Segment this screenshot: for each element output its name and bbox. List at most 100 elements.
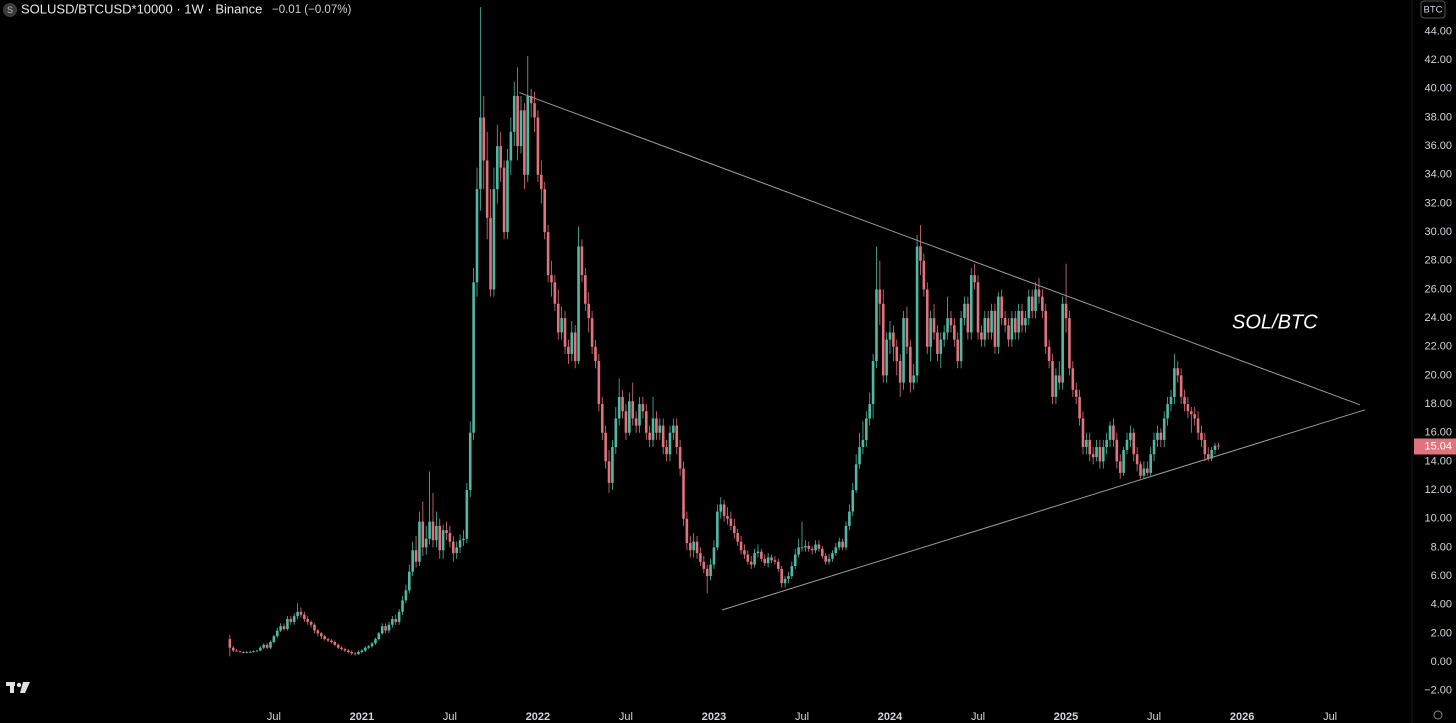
y-tick-label: 16.00 — [1424, 427, 1452, 439]
candle-body — [909, 346, 912, 383]
candle-body — [468, 432, 472, 491]
candle-body — [628, 401, 631, 433]
x-tick-label: Jul — [1147, 711, 1161, 723]
x-tick-label: 2023 — [702, 711, 726, 723]
candle-body — [228, 639, 232, 648]
candle-body — [892, 332, 895, 347]
candle-body — [529, 96, 533, 104]
candle-body — [810, 548, 814, 551]
candle-body — [363, 647, 367, 651]
candle-body — [841, 541, 844, 548]
candle-body — [292, 616, 296, 622]
candle-body — [804, 545, 807, 548]
candle-body — [590, 318, 594, 347]
candle-body — [377, 633, 381, 640]
candle-body — [844, 525, 848, 548]
candle-body — [1057, 375, 1061, 383]
y-tick-label: 0.00 — [1431, 656, 1452, 668]
y-tick-label: 32.00 — [1424, 197, 1452, 209]
tv-logo — [6, 682, 30, 693]
settings-icon[interactable] — [1433, 710, 1443, 720]
candle-body — [451, 541, 455, 554]
candle-body — [1200, 432, 1203, 440]
candle-body — [401, 600, 404, 612]
candle-body — [262, 644, 266, 648]
currency-label[interactable]: BTC — [1424, 5, 1443, 16]
candle-body — [631, 401, 635, 419]
candle-body — [272, 636, 276, 642]
candle-body — [929, 318, 932, 347]
candle-body — [831, 553, 834, 559]
candle-body — [238, 651, 242, 653]
candle-body — [509, 131, 513, 161]
x-tick-label: Jul — [795, 711, 809, 723]
x-tick-label: Jul — [443, 711, 457, 723]
candle-body — [1007, 325, 1010, 340]
candle-body — [1183, 396, 1186, 405]
candle-body — [1078, 396, 1081, 419]
candle-body — [1145, 468, 1149, 473]
candle-body — [330, 640, 333, 642]
candle-body — [553, 282, 557, 304]
candle-body — [685, 518, 689, 544]
candle-body — [614, 418, 618, 448]
candle-body — [1047, 346, 1051, 362]
x-tick-label: Jul — [619, 711, 633, 723]
candle-body — [455, 547, 458, 554]
candle-body — [1149, 454, 1152, 473]
candle-body — [617, 396, 621, 419]
candle-body — [543, 189, 547, 233]
candle-body — [770, 557, 773, 561]
candle-body — [1159, 432, 1163, 440]
candle-body — [391, 619, 394, 625]
candle-body — [279, 626, 282, 631]
candle-body — [248, 651, 252, 653]
candle-body — [861, 439, 865, 448]
candle-body — [705, 568, 709, 577]
candle-body — [756, 551, 760, 554]
candle-body — [858, 447, 861, 465]
candle-body — [1044, 310, 1048, 347]
candle-body — [353, 653, 357, 655]
candle-body — [655, 418, 658, 433]
y-tick-label: 12.00 — [1424, 484, 1452, 496]
candle-body — [648, 432, 651, 440]
candle-body — [1122, 449, 1125, 473]
candle-body — [387, 624, 391, 631]
candle-body — [1098, 447, 1102, 462]
candle-body — [482, 117, 486, 161]
candle-body — [607, 461, 611, 483]
candle-body — [374, 639, 377, 644]
candle-body — [540, 174, 543, 190]
candle-body — [837, 541, 841, 548]
candle-body — [1210, 449, 1213, 459]
candle-body — [990, 310, 993, 333]
candle-body — [584, 275, 587, 304]
price-change: −0.01 (−0.07%) — [272, 4, 351, 16]
candle-body — [719, 504, 723, 512]
y-tick-label: 36.00 — [1424, 140, 1452, 152]
candle-body — [922, 260, 926, 290]
candle-body — [1142, 468, 1146, 476]
candle-body — [1030, 296, 1034, 311]
candle-body — [898, 361, 902, 383]
x-tick-label: Jul — [1323, 711, 1337, 723]
candle-body — [479, 117, 482, 190]
candle-body — [780, 568, 783, 584]
candle-body — [1054, 375, 1058, 397]
y-tick-label: 2.00 — [1431, 627, 1452, 639]
candle-body — [438, 525, 442, 551]
candle-body — [496, 146, 499, 190]
logo-part — [16, 682, 22, 688]
candle-body — [688, 543, 692, 551]
candle-body — [641, 404, 645, 412]
candle-body — [651, 418, 655, 440]
candle-body — [563, 318, 567, 347]
candle-body — [936, 332, 939, 354]
currency-box[interactable] — [1420, 0, 1446, 19]
candle-body — [966, 303, 970, 333]
candle-body — [699, 553, 702, 562]
candle-body — [336, 644, 340, 648]
candle-body — [766, 557, 770, 564]
